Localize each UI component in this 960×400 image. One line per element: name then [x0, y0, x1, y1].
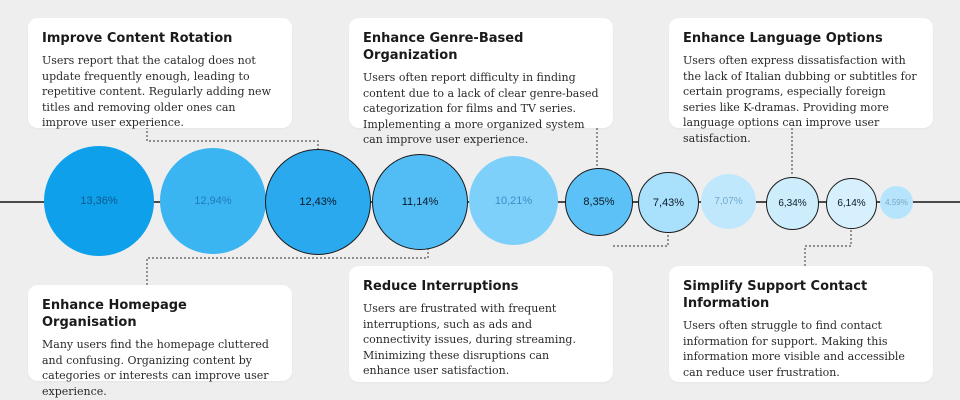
card-title: Improve Content Rotation [42, 31, 233, 46]
bubble-label: 8,35% [583, 196, 615, 208]
card-body: Users often express dissatisfaction with… [683, 54, 917, 145]
bubble-label: 13,36% [80, 195, 118, 207]
bubble-label: 7,07% [714, 196, 743, 207]
bubble-label: 12,43% [299, 196, 337, 208]
card-body: Users are frustrated with frequent inter… [363, 302, 576, 377]
card-title: Enhance Genre-Based Organization [363, 31, 524, 63]
card-enhance-language-options: Enhance Language Options Users often exp… [669, 18, 933, 145]
bubble-label: 10,21% [494, 194, 533, 207]
card-body: Many users find the homepage cluttered a… [42, 338, 269, 398]
bubble-label: 7,43% [652, 196, 685, 209]
connector-homepage [146, 248, 429, 285]
card-reduce-interruptions: Reduce Interruptions Users are frustrate… [349, 266, 613, 382]
card-simplify-support-contact: Simplify Support Contact Information Use… [669, 266, 933, 382]
bubble-label: 11,14% [401, 196, 439, 208]
card-enhance-homepage-organisation: Enhance Homepage Organisation Many users… [28, 285, 292, 398]
bubble-0: 13,36% [44, 146, 154, 256]
bubble-5: 8,35% [565, 168, 633, 236]
bubble-3: 11,14% [372, 154, 468, 250]
bubble-9: 6,14% [826, 178, 877, 229]
bubble-10: 4,59% [880, 186, 913, 219]
bubble-label: 12,94% [194, 195, 232, 207]
bubble-label: 6,14% [837, 198, 866, 209]
card-body: Users often report difficulty in finding… [363, 71, 599, 146]
connector-content-rotation [146, 127, 319, 155]
bubble-1: 12,94% [160, 148, 266, 254]
bubble-2: 12,43% [265, 149, 371, 255]
bubble-7: 7,07% [701, 174, 756, 229]
bubble-6: 7,43% [638, 172, 699, 233]
card-title: Simplify Support Contact Information [683, 279, 868, 311]
card-title: Enhance Language Options [683, 31, 883, 46]
card-body: Users report that the catalog does not u… [42, 54, 271, 129]
card-title: Reduce Interruptions [363, 279, 519, 294]
card-enhance-genre-organization: Enhance Genre-Based Organization Users o… [349, 18, 613, 146]
connector-support-contact [804, 226, 852, 266]
card-body: Users often struggle to find contact inf… [683, 319, 905, 379]
bubble-8: 6,34% [766, 177, 819, 230]
bubble-4: 10,21% [469, 156, 558, 245]
bubble-label: 6,34% [778, 198, 807, 209]
card-improve-content-rotation: Improve Content Rotation Users report th… [28, 18, 292, 129]
card-title: Enhance Homepage Organisation [42, 298, 187, 330]
bubble-label: 4,59% [885, 198, 908, 207]
